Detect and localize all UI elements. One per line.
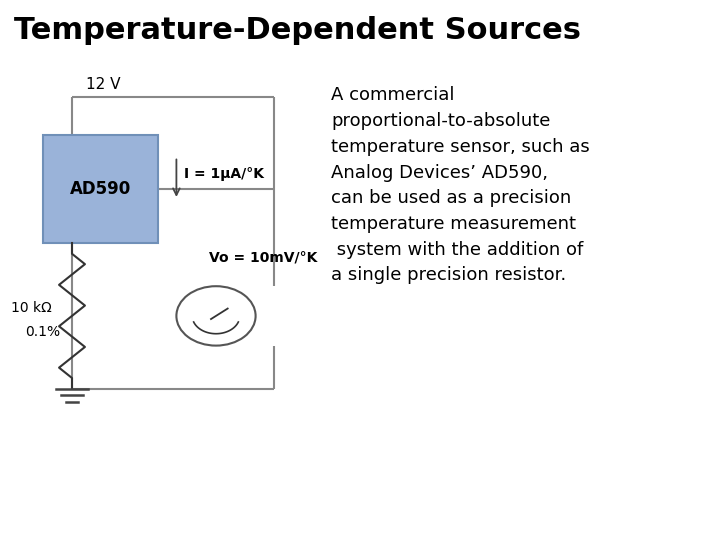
Text: 12 V: 12 V [86, 77, 121, 92]
Text: 0.1%: 0.1% [25, 325, 60, 339]
Text: 10 kΩ: 10 kΩ [11, 301, 52, 315]
Text: Vo = 10mV/°K: Vo = 10mV/°K [209, 251, 318, 265]
Text: A commercial
proportional-to-absolute
temperature sensor, such as
Analog Devices: A commercial proportional-to-absolute te… [331, 86, 590, 284]
Text: I = 1μA/°K: I = 1μA/°K [184, 167, 264, 181]
FancyBboxPatch shape [43, 135, 158, 243]
Text: AD590: AD590 [70, 180, 132, 198]
Text: Temperature-Dependent Sources: Temperature-Dependent Sources [14, 16, 582, 45]
